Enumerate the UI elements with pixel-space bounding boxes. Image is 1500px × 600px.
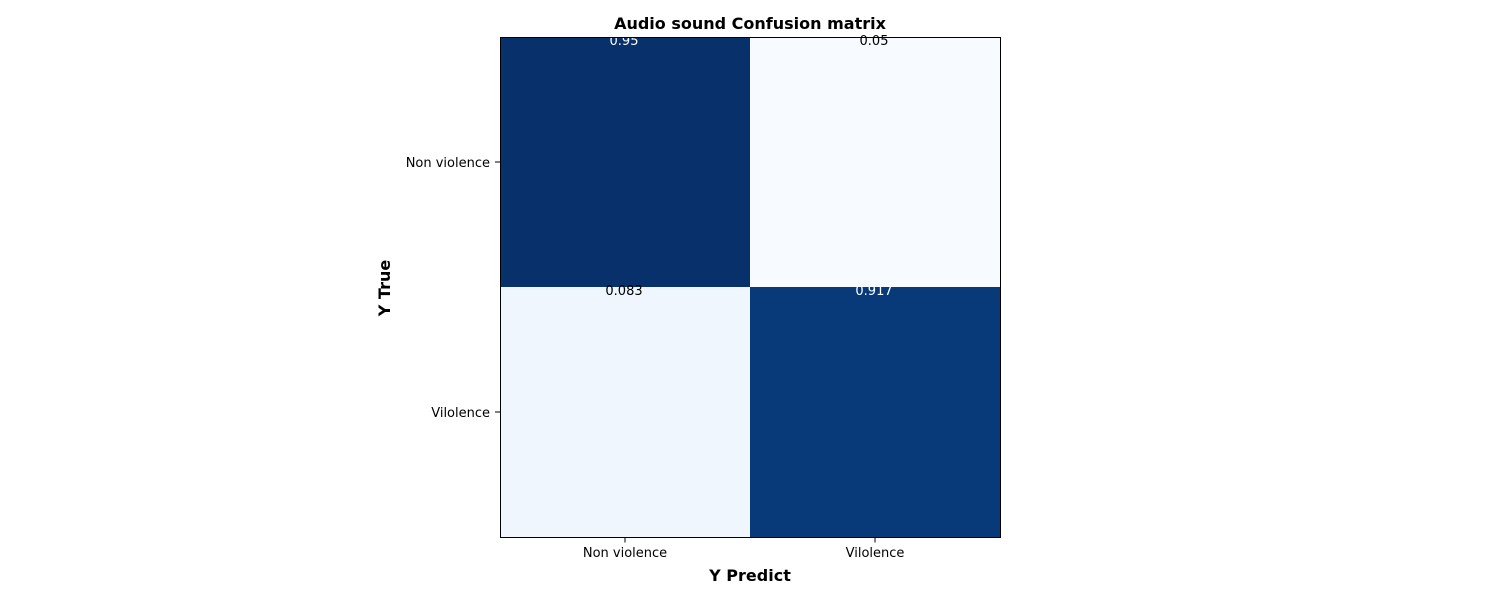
y-axis-ticks: Non violence Vilolence bbox=[406, 156, 500, 421]
chart-title: Audio sound Confusion matrix bbox=[614, 14, 887, 33]
x-tick-label: Vilolence bbox=[846, 546, 905, 561]
heatmap-cell bbox=[750, 37, 1000, 287]
y-tick-label: Vilolence bbox=[431, 406, 490, 421]
y-tick-label: Non violence bbox=[406, 156, 490, 171]
heatmap-cell bbox=[750, 287, 1000, 537]
heatmap-cell bbox=[500, 37, 750, 287]
heatmap-cells bbox=[500, 37, 1000, 537]
x-axis-label: Y Predict bbox=[708, 566, 791, 585]
x-axis-ticks: Non violence Vilolence bbox=[583, 538, 905, 562]
cell-value-label: 0.083 bbox=[605, 284, 642, 299]
cell-value-label: 0.95 bbox=[610, 34, 639, 49]
y-axis-label: Y True bbox=[375, 260, 394, 318]
heatmap-cell bbox=[500, 287, 750, 537]
cell-value-label: 0.05 bbox=[860, 34, 889, 49]
x-tick-label: Non violence bbox=[583, 546, 667, 561]
cell-value-label: 0.917 bbox=[855, 284, 892, 299]
